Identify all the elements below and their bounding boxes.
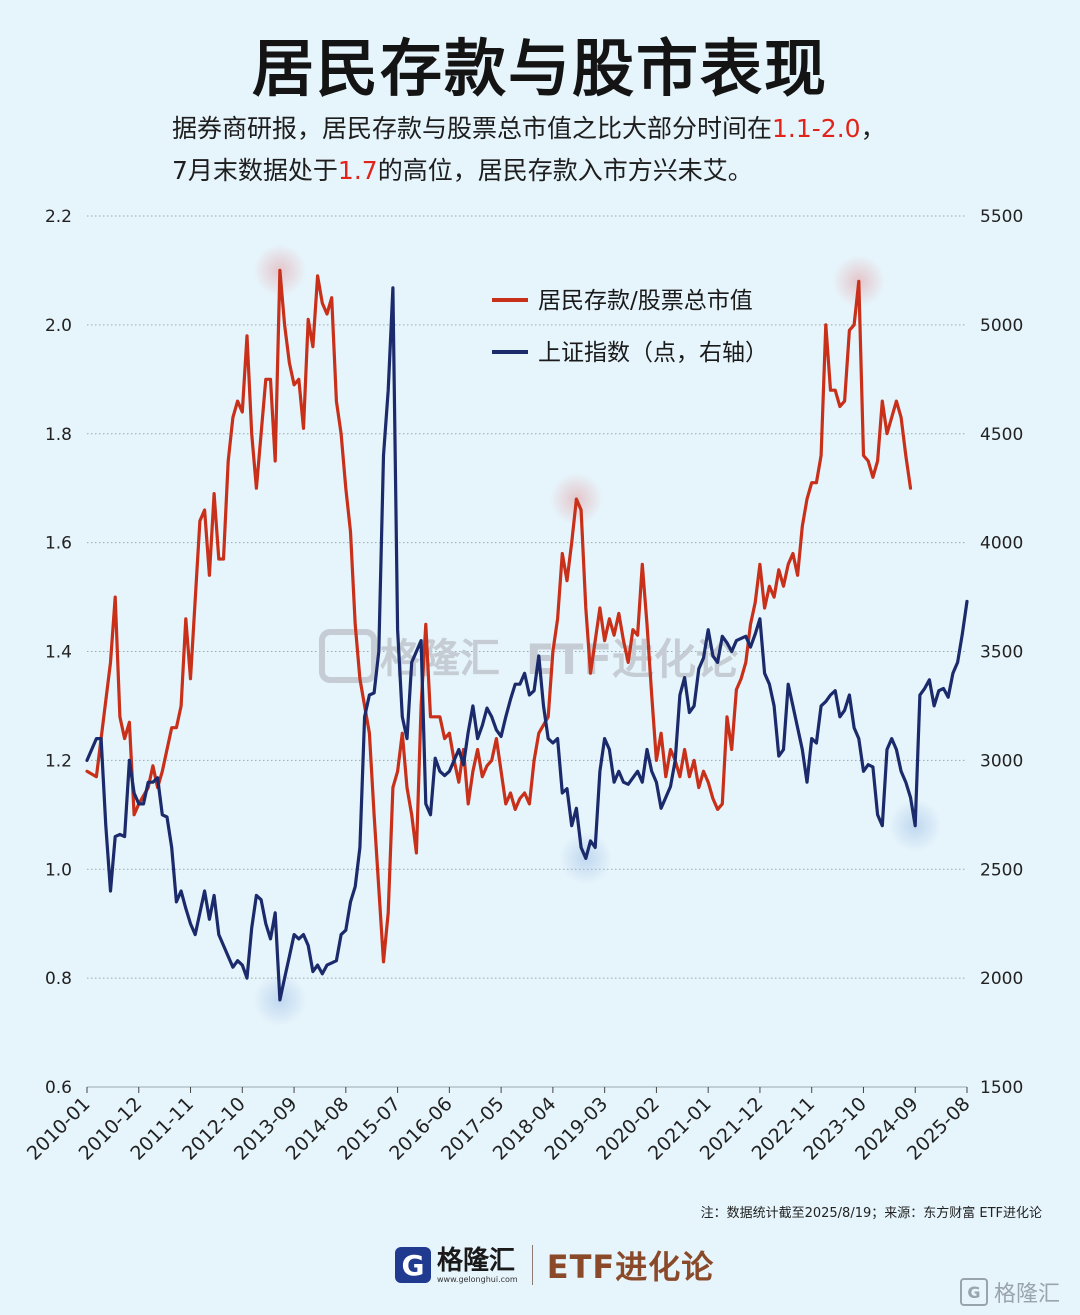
left-axis-tick-label: 1.2 bbox=[45, 751, 72, 771]
page-title: 居民存款与股市表现 bbox=[251, 32, 828, 105]
left-axis-tick-label: 2.2 bbox=[45, 207, 72, 227]
subtitle-text: ， bbox=[860, 114, 886, 143]
left-axis-tick-label: 1.4 bbox=[45, 643, 72, 663]
legend-label: 上证指数（点，右轴） bbox=[538, 340, 768, 366]
subtitle-text: 的高位，居民存款入市方兴未艾。 bbox=[377, 156, 753, 185]
source-note: 注：数据统计截至2025/8/19；来源：东方财富 ETF进化论 bbox=[700, 1206, 1042, 1221]
subtitle-text: 据券商研报，居民存款与股票总市值之比大部分时间在 bbox=[172, 114, 773, 143]
right-axis-tick-label: 5000 bbox=[980, 316, 1023, 336]
watermark: 格隆汇 ETF进化论 bbox=[319, 629, 739, 684]
right-axis-tick-label: 5500 bbox=[980, 207, 1023, 227]
right-axis-tick-label: 2500 bbox=[980, 860, 1023, 880]
index-series-line bbox=[85, 286, 969, 1002]
right-axis-tick-label: 4500 bbox=[980, 425, 1023, 445]
left-axis-tick-label: 1.8 bbox=[45, 425, 72, 445]
corner-watermark: G 格隆汇 bbox=[959, 1276, 1060, 1308]
left-axis-tick-label: 1.6 bbox=[45, 534, 72, 554]
subtitle-text: 7月末数据处于 bbox=[172, 156, 338, 185]
etf-brand: ETF进化论 bbox=[546, 1248, 715, 1286]
subtitle: 据券商研报，居民存款与股票总市值之比大部分时间在1.1-2.0， 7月末数据处于… bbox=[172, 108, 886, 192]
left-axis-tick-label: 0.6 bbox=[45, 1078, 72, 1098]
right-axis-tick-label: 3500 bbox=[980, 643, 1023, 663]
subtitle-line-1: 据券商研报，居民存款与股票总市值之比大部分时间在1.1-2.0， bbox=[172, 108, 886, 150]
corner-mark-text: 格隆汇 bbox=[993, 1282, 1060, 1307]
subtitle-highlight-value: 1.7 bbox=[337, 156, 378, 185]
right-axis-tick-label: 3000 bbox=[980, 751, 1023, 771]
right-axis-tick-label: 1500 bbox=[980, 1078, 1023, 1098]
right-axis-tick-label: 2000 bbox=[980, 969, 1023, 989]
subtitle-line-2: 7月末数据处于1.7的高位，居民存款入市方兴未艾。 bbox=[172, 150, 886, 192]
series-lines bbox=[85, 268, 969, 1002]
footer-divider bbox=[531, 1245, 533, 1285]
right-axis-ticks: 1500 2000 2500 3000 3500 4000 4500 5000 5500 bbox=[980, 207, 1023, 1098]
legend-label: 居民存款/股票总市值 bbox=[538, 288, 753, 314]
logo-text: 格隆汇 www.gelonghui.com bbox=[437, 1247, 518, 1284]
left-axis-ticks: 0.6 0.8 1.0 1.2 1.4 1.6 1.8 2.0 2.2 bbox=[45, 207, 72, 1098]
logo-url: www.gelonghui.com bbox=[437, 1274, 518, 1284]
left-axis-tick-label: 2.0 bbox=[45, 316, 72, 336]
x-axis-ticks: 2010-012010-122011-112012-102013-092014-… bbox=[23, 1087, 975, 1165]
footer-brand: G 格隆汇 www.gelonghui.com ETF进化论 bbox=[395, 1240, 714, 1290]
gelonghui-logo-icon: G bbox=[395, 1247, 431, 1283]
left-axis-tick-label: 0.8 bbox=[45, 969, 72, 989]
subtitle-highlight-range: 1.1-2.0 bbox=[772, 114, 861, 143]
watermark-logo-icon bbox=[319, 629, 377, 683]
right-axis-tick-label: 4000 bbox=[980, 534, 1023, 554]
left-axis-tick-label: 1.0 bbox=[45, 860, 72, 880]
corner-logo-icon: G bbox=[959, 1278, 988, 1306]
logo-name: 格隆汇 bbox=[437, 1245, 516, 1276]
ratio-series-line bbox=[85, 268, 913, 964]
grid-lines bbox=[87, 215, 967, 1088]
